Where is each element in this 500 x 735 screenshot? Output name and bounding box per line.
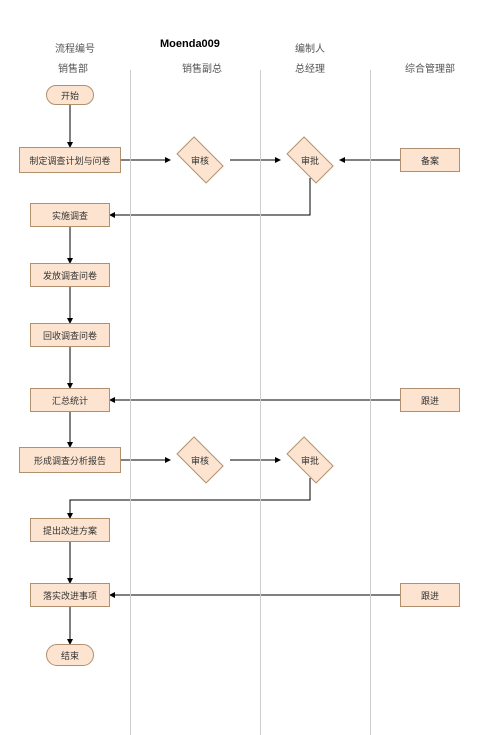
d4-label: 审批 bbox=[301, 454, 319, 467]
node-n8: 落实改进事项 bbox=[30, 583, 110, 607]
node-d2: 审批 bbox=[280, 142, 340, 178]
node-d1: 审核 bbox=[170, 142, 230, 178]
node-b3: 跟进 bbox=[400, 583, 460, 607]
edge-12 bbox=[70, 478, 310, 518]
lane-divider-1 bbox=[260, 70, 261, 735]
d1-label: 审核 bbox=[191, 154, 209, 167]
header-text: 流程编号 bbox=[55, 40, 95, 55]
node-n4: 回收调查问卷 bbox=[30, 323, 110, 347]
edge-4 bbox=[110, 178, 310, 215]
node-d3: 审核 bbox=[170, 442, 230, 478]
node-n7: 提出改进方案 bbox=[30, 518, 110, 542]
header-text: 销售部 bbox=[58, 60, 88, 75]
node-b2: 跟进 bbox=[400, 388, 460, 412]
node-n2: 实施调查 bbox=[30, 203, 110, 227]
d2-label: 审批 bbox=[301, 154, 319, 167]
node-end: 结束 bbox=[46, 644, 94, 666]
header-text: 综合管理部 bbox=[405, 60, 455, 75]
lane-divider-0 bbox=[130, 70, 131, 735]
header-text: 销售副总 bbox=[182, 60, 222, 75]
lane-divider-2 bbox=[370, 70, 371, 735]
node-d4: 审批 bbox=[280, 442, 340, 478]
edge-layer bbox=[0, 0, 500, 735]
d3-label: 审核 bbox=[191, 454, 209, 467]
node-n1: 制定调查计划与问卷 bbox=[19, 147, 121, 173]
node-b1: 备案 bbox=[400, 148, 460, 172]
header-text: Moenda009 bbox=[160, 38, 220, 50]
node-n6: 形成调查分析报告 bbox=[19, 447, 121, 473]
node-n3: 发放调查问卷 bbox=[30, 263, 110, 287]
header-text: 编制人 bbox=[295, 40, 325, 55]
header-text: 总经理 bbox=[295, 60, 325, 75]
node-start: 开始 bbox=[46, 85, 94, 105]
node-n5: 汇总统计 bbox=[30, 388, 110, 412]
